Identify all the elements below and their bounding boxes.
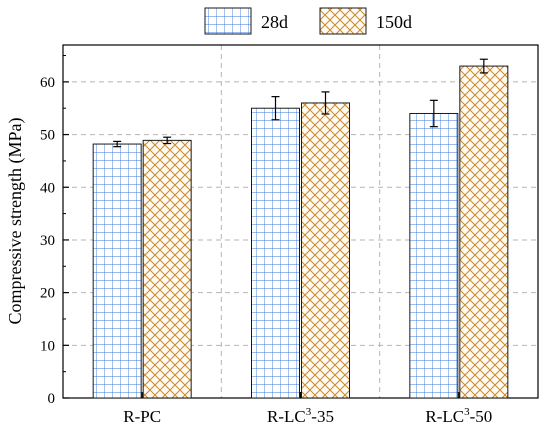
bars [92,58,509,399]
y-tick-label: 40 [40,180,55,196]
axes: 0 10 20 30 40 50 60 R-PC R-LC3-35 R-LC3-50 [40,55,492,426]
y-tick-label: 30 [40,233,55,249]
y-tick-label: 20 [40,286,55,302]
y-tick-label: 60 [40,75,55,91]
bar-28d [92,143,142,399]
bar-150d [301,102,350,399]
legend-label: 28d [261,12,288,32]
legend-label: 150d [376,12,412,32]
y-tick-label: 0 [48,391,56,407]
x-tick-label: R-LC3-35 [267,406,334,426]
y-tick-label: 10 [40,338,55,354]
legend-swatch-150d [319,7,367,35]
grid-lines [63,45,538,398]
legend-swatch-28d [204,7,252,35]
bar-150d [459,65,509,399]
bar-150d [142,139,192,399]
x-tick-label: R-PC [123,407,161,426]
y-axis-label: Compressive strength (MPa) [5,118,26,325]
bar-28d [251,107,300,399]
y-tick-label: 50 [40,128,55,144]
bar-28d [409,112,459,399]
x-tick-label: R-LC3-50 [425,406,492,426]
legend: 28d 150d [204,7,412,35]
